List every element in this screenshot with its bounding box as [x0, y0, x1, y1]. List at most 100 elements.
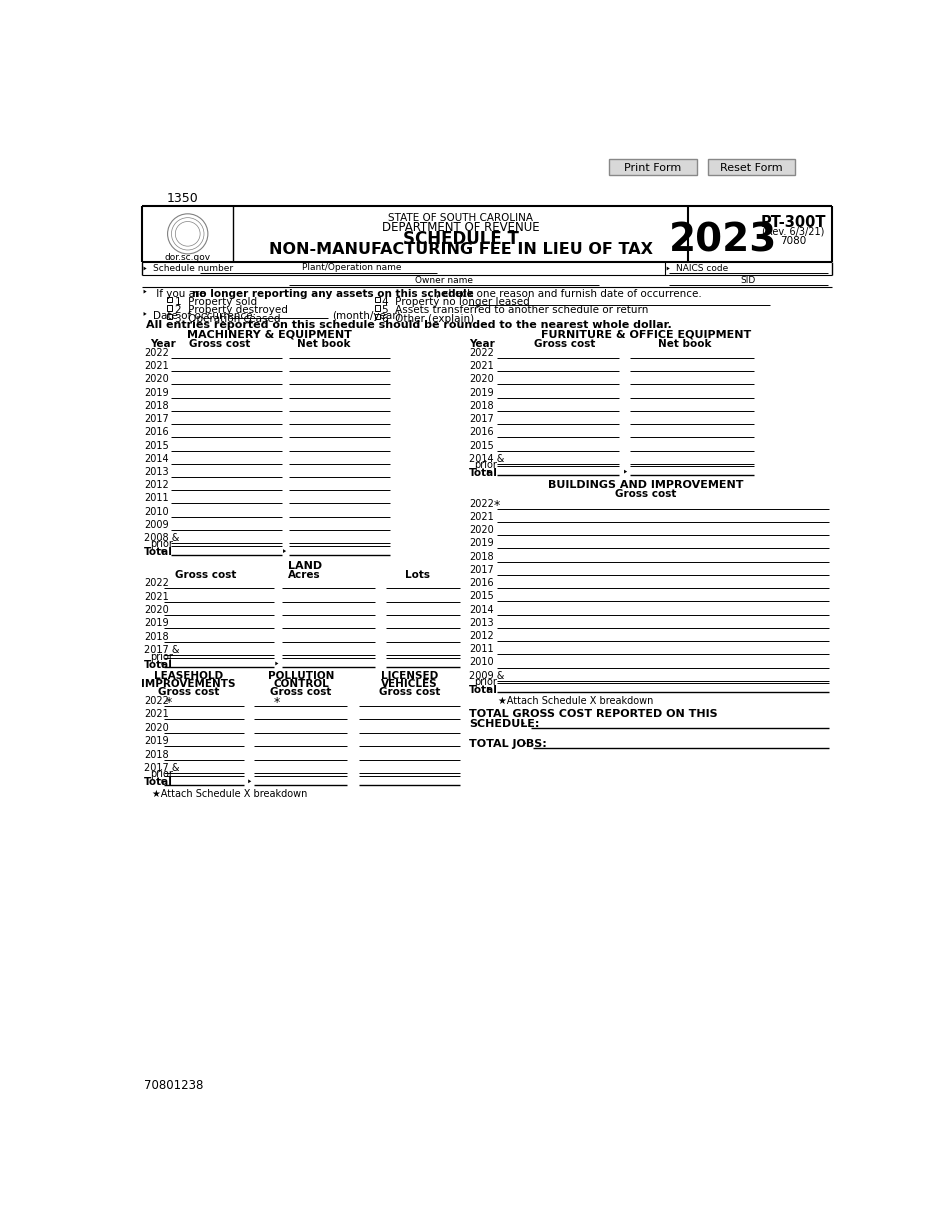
Text: All entries reported on this schedule should be rounded to the nearest whole dol: All entries reported on this schedule sh…	[146, 320, 672, 330]
Text: 2020: 2020	[469, 525, 494, 535]
Text: Total: Total	[144, 547, 173, 557]
Text: 2022: 2022	[144, 696, 169, 706]
Text: ★Attach Schedule X breakdown: ★Attach Schedule X breakdown	[152, 788, 308, 800]
Polygon shape	[162, 662, 164, 665]
Text: TOTAL JOBS:: TOTAL JOBS:	[469, 739, 547, 749]
Text: prior: prior	[474, 676, 498, 686]
Text: ★Attach Schedule X breakdown: ★Attach Schedule X breakdown	[499, 696, 654, 706]
Polygon shape	[486, 686, 490, 690]
Polygon shape	[522, 721, 524, 726]
Text: SID: SID	[740, 277, 755, 285]
Text: 2017: 2017	[469, 565, 494, 574]
Polygon shape	[276, 662, 278, 665]
Text: LICENSED: LICENSED	[381, 672, 438, 681]
Text: 2008 &: 2008 &	[144, 534, 180, 544]
Text: 2012: 2012	[469, 631, 494, 641]
Text: Gross cost: Gross cost	[379, 686, 440, 696]
Bar	[167, 296, 172, 303]
Polygon shape	[624, 470, 627, 474]
Text: prior: prior	[474, 460, 498, 470]
Polygon shape	[667, 267, 670, 271]
Text: 2022: 2022	[144, 348, 169, 358]
Text: 2017 &: 2017 &	[144, 763, 180, 774]
Text: 2015: 2015	[144, 440, 169, 450]
Text: NAICS code: NAICS code	[676, 264, 729, 273]
Text: Net book: Net book	[297, 338, 351, 348]
Text: 2022: 2022	[144, 578, 169, 588]
Text: 6  Other (explain): 6 Other (explain)	[382, 314, 474, 323]
Text: (month/year): (month/year)	[332, 311, 401, 321]
Text: 7080: 7080	[780, 236, 807, 246]
Text: 2013: 2013	[144, 467, 169, 477]
Text: 2019: 2019	[469, 387, 494, 397]
Text: 2016: 2016	[144, 427, 169, 437]
Text: 2016: 2016	[469, 427, 494, 437]
Text: 2012: 2012	[144, 480, 169, 491]
Text: 2019: 2019	[144, 737, 169, 747]
Text: 2010: 2010	[144, 507, 169, 517]
Text: *: *	[494, 498, 500, 512]
Text: 5  Assets transferred to another schedule or return: 5 Assets transferred to another schedule…	[382, 305, 649, 315]
Bar	[374, 296, 380, 303]
Text: 2017 &: 2017 &	[144, 646, 180, 656]
Text: *: *	[165, 696, 172, 708]
Text: 2014: 2014	[144, 454, 169, 464]
Text: STATE OF SOUTH CAROLINA: STATE OF SOUTH CAROLINA	[389, 213, 533, 223]
Polygon shape	[162, 549, 164, 554]
Text: 2011: 2011	[144, 493, 169, 503]
Text: 2017: 2017	[144, 415, 169, 424]
Text: 2019: 2019	[469, 539, 494, 549]
Text: FURNITURE & OFFICE EQUIPMENT: FURNITURE & OFFICE EQUIPMENT	[541, 330, 750, 339]
Text: Gross cost: Gross cost	[270, 686, 332, 696]
Text: 2021: 2021	[144, 592, 169, 601]
Text: 2023: 2023	[669, 221, 777, 260]
Text: 2018: 2018	[469, 551, 494, 562]
Text: prior: prior	[150, 652, 173, 662]
Text: POLLUTION: POLLUTION	[268, 672, 334, 681]
Text: 2009: 2009	[144, 520, 169, 530]
Text: SCHEDULE T: SCHEDULE T	[403, 230, 519, 248]
Text: SCHEDULE:: SCHEDULE:	[469, 718, 540, 728]
Text: 2014 &: 2014 &	[469, 454, 504, 464]
Text: 2021: 2021	[469, 362, 494, 371]
Text: no longer reporting any assets on this schedule: no longer reporting any assets on this s…	[192, 289, 474, 299]
Text: 2010: 2010	[469, 658, 494, 668]
Bar	[167, 314, 172, 320]
Bar	[708, 159, 795, 175]
Text: 2020: 2020	[144, 723, 169, 733]
Text: Owner name: Owner name	[415, 277, 473, 285]
Polygon shape	[486, 470, 490, 474]
Text: 2019: 2019	[144, 387, 169, 397]
Text: NON-MANUFACTURING FEE IN LIEU OF TAX: NON-MANUFACTURING FEE IN LIEU OF TAX	[269, 241, 653, 257]
Text: 1350: 1350	[167, 192, 199, 205]
Text: Schedule number: Schedule number	[153, 264, 233, 273]
Text: Date of occurrence:: Date of occurrence:	[153, 311, 256, 321]
Polygon shape	[248, 780, 251, 784]
Text: 2020: 2020	[144, 605, 169, 615]
Text: 3  Operation ceased: 3 Operation ceased	[175, 314, 280, 323]
Polygon shape	[143, 312, 146, 316]
Text: Acres: Acres	[289, 569, 321, 579]
Text: IMPROVEMENTS: IMPROVEMENTS	[142, 679, 236, 689]
Text: 2019: 2019	[144, 619, 169, 629]
Text: BUILDINGS AND IMPROVEMENT: BUILDINGS AND IMPROVEMENT	[548, 480, 744, 490]
Text: Year: Year	[150, 338, 176, 348]
Text: 2015: 2015	[469, 440, 494, 450]
Text: Gross cost: Gross cost	[158, 686, 219, 696]
Text: Net book: Net book	[657, 338, 712, 348]
Polygon shape	[162, 780, 164, 784]
Text: 2022: 2022	[469, 498, 494, 508]
Text: 2014: 2014	[469, 604, 494, 615]
Text: MACHINERY & EQUIPMENT: MACHINERY & EQUIPMENT	[187, 330, 352, 339]
Text: 2021: 2021	[469, 512, 494, 522]
Text: prior: prior	[150, 540, 173, 550]
Text: 2009 &: 2009 &	[469, 670, 504, 680]
Text: Gross cost: Gross cost	[615, 490, 676, 499]
Text: Gross cost: Gross cost	[189, 338, 250, 348]
Text: *: *	[274, 696, 280, 708]
Text: 70801238: 70801238	[144, 1079, 203, 1092]
Text: , check one reason and furnish date of occurrence.: , check one reason and furnish date of o…	[436, 289, 702, 299]
Text: 2020: 2020	[144, 374, 169, 384]
Bar	[374, 314, 380, 320]
Text: DEPARTMENT OF REVENUE: DEPARTMENT OF REVENUE	[382, 220, 540, 234]
